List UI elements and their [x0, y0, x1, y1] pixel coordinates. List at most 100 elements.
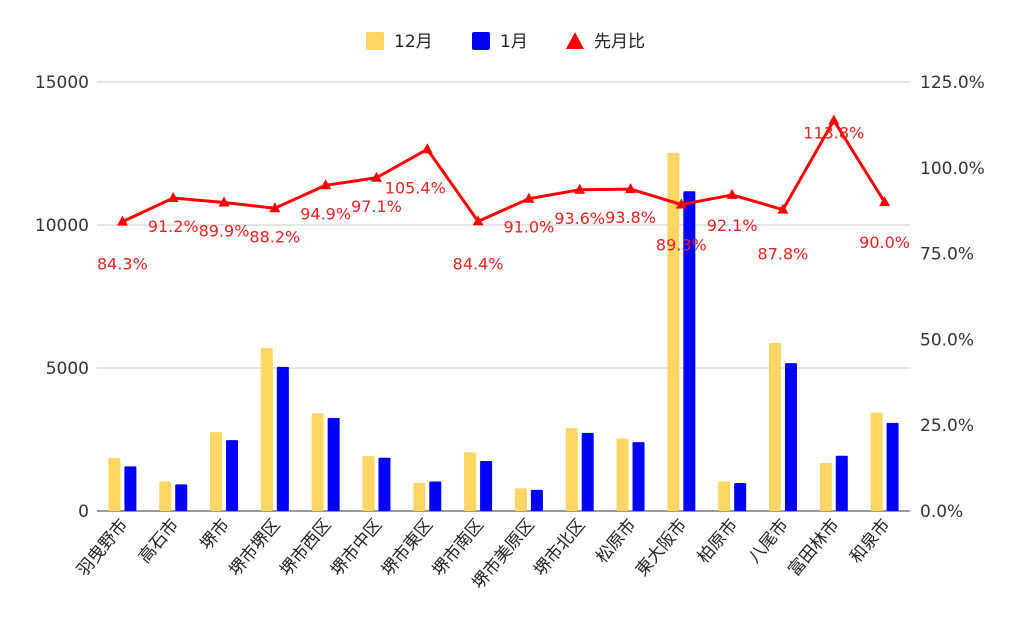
ratio-point [269, 202, 281, 213]
legend-marker [366, 32, 384, 50]
ratio-data-label: 92.1% [707, 216, 758, 235]
category-label: 堺市 [197, 515, 234, 554]
ratio-data-label: 94.9% [300, 204, 351, 223]
category-label: 高石市 [135, 515, 183, 567]
left-tick-label: 10000 [35, 216, 89, 236]
ratio-point [675, 198, 687, 209]
category-label: 松原市 [592, 515, 640, 567]
ratio-point [370, 171, 382, 182]
bar-jan [378, 457, 391, 511]
bar-jan [784, 363, 797, 511]
ratio-line-path [121, 118, 886, 224]
ratio-point [167, 192, 179, 203]
category-label: 堺市東区 [378, 515, 437, 580]
ratio-point [421, 143, 433, 154]
bar-dec [159, 481, 172, 511]
category-label: 羽曳野市 [73, 515, 132, 580]
bar-jan [581, 432, 594, 511]
ratio-data-label: 113.8% [803, 123, 864, 142]
ratio-point [879, 196, 891, 207]
data-labels: 84.3%91.2% 89.9% 88.2%94.9% 97.1%105.4% 84.4… [97, 123, 910, 273]
bar-jan [835, 455, 848, 511]
category-label: 八尾市 [745, 515, 793, 567]
ratio-point [523, 192, 535, 203]
bar-jan [886, 422, 899, 511]
left-tick-label: 15000 [35, 73, 89, 93]
ratio-point [625, 183, 637, 194]
bar-jan [175, 484, 188, 511]
bar-dec [260, 347, 273, 511]
right-tick-label: 75.0% [920, 245, 974, 265]
right-tick-label: 100.0% [920, 159, 985, 179]
category-label: 堺市北区 [531, 515, 590, 580]
category-label: 東大阪市 [632, 515, 691, 580]
right-tick-label: 25.0% [920, 416, 974, 436]
legend-marker [472, 32, 490, 50]
bar-jan [683, 191, 696, 511]
bar-dec [616, 438, 629, 511]
bar-dec [819, 462, 832, 511]
bar-dec [464, 452, 477, 511]
ratio-data-label: 97.1% [351, 197, 402, 216]
legend-label: 12月 [394, 32, 433, 52]
ratio-point [218, 196, 230, 207]
bar-dec [718, 481, 731, 511]
bar-dec [565, 428, 578, 511]
bar-dec [413, 482, 426, 511]
ratio-point [116, 215, 128, 226]
ratio-point [320, 179, 332, 190]
ratio-point [472, 215, 484, 226]
right-tick-label: 0.0% [920, 502, 963, 522]
ratio-data-label: 93.6% [554, 209, 605, 228]
bar-jan [429, 481, 442, 511]
left-tick-label: 5000 [46, 359, 89, 379]
bar-dec [311, 413, 324, 511]
ratio-point [574, 183, 586, 194]
ratio-point [777, 203, 789, 214]
bars [108, 152, 899, 512]
left-tick-label: 0 [78, 502, 89, 522]
legend: 12月 1月 先月比 [366, 32, 645, 52]
bar-jan [327, 418, 340, 511]
ratio-data-label: 84.3% [97, 255, 148, 274]
bar-dec [210, 432, 223, 511]
ratio-data-label: 87.8% [758, 245, 809, 264]
bar-jan [530, 489, 543, 511]
ratio-line [116, 114, 891, 226]
ratio-data-label: 91.0% [503, 218, 554, 237]
legend-label: 1月 [500, 32, 528, 52]
right-tick-label: 50.0% [920, 330, 974, 350]
bar-dec [362, 456, 375, 511]
ratio-point [726, 188, 738, 199]
ratio-point [828, 114, 840, 125]
ratio-data-label: 89.3% [656, 236, 707, 255]
category-label: 堺市中区 [327, 515, 386, 580]
category-label: 柏原市 [694, 515, 742, 567]
ratio-data-label: 88.2% [249, 227, 300, 246]
category-label: 和泉市 [846, 515, 894, 567]
right-axis: 0.0% 25.0% 50.0% 75.0% 100.0% 125.0% [920, 73, 985, 522]
ratio-data-label: 84.4% [453, 254, 504, 273]
ratio-data-label: 90.0% [859, 233, 910, 252]
bar-jan [276, 366, 289, 511]
ratio-data-label: 105.4% [385, 178, 446, 197]
legend-marker [566, 32, 584, 49]
ratio-data-label: 89.9% [199, 221, 250, 240]
bar-jan [734, 482, 747, 511]
bar-dec [108, 458, 121, 511]
legend-label: 先月比 [594, 32, 645, 52]
bar-dec [667, 152, 680, 512]
category-label: 堺市堺区 [226, 515, 285, 580]
bar-dec [870, 412, 883, 511]
category-label: 堺市西区 [276, 515, 335, 580]
left-axis: 0 5000 10000 15000 [35, 73, 89, 522]
ratio-data-label: 93.8% [605, 208, 656, 227]
bar-jan [124, 466, 137, 511]
bar-dec [768, 342, 781, 511]
category-label: 富田林市 [785, 515, 844, 580]
bar-jan [480, 460, 493, 511]
right-tick-label: 125.0% [920, 73, 985, 93]
bar-jan [226, 440, 239, 511]
